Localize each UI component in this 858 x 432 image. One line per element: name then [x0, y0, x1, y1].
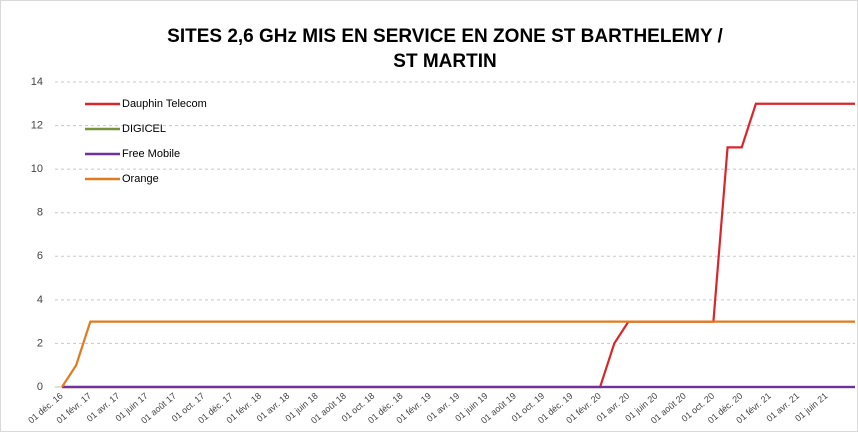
y-tick-label: 6: [37, 250, 43, 262]
y-tick-label: 2: [37, 337, 43, 349]
series-line: [61, 320, 855, 388]
legend-label: Dauphin Telecom: [122, 98, 207, 110]
legend-label: DIGICEL: [122, 123, 166, 135]
y-tick-label: 14: [31, 76, 43, 88]
y-tick-label: 4: [37, 294, 43, 306]
chart-title: SITES 2,6 GHz MIS EN SERVICE EN ZONE ST …: [167, 26, 723, 47]
legend-label: Free Mobile: [122, 148, 180, 160]
y-tick-label: 8: [37, 207, 43, 219]
legend-label: Orange: [122, 173, 159, 185]
y-tick-label: 12: [31, 119, 43, 131]
chart-title: ST MARTIN: [393, 51, 496, 72]
y-tick-label: 10: [31, 163, 43, 175]
y-tick-label: 0: [37, 381, 43, 393]
